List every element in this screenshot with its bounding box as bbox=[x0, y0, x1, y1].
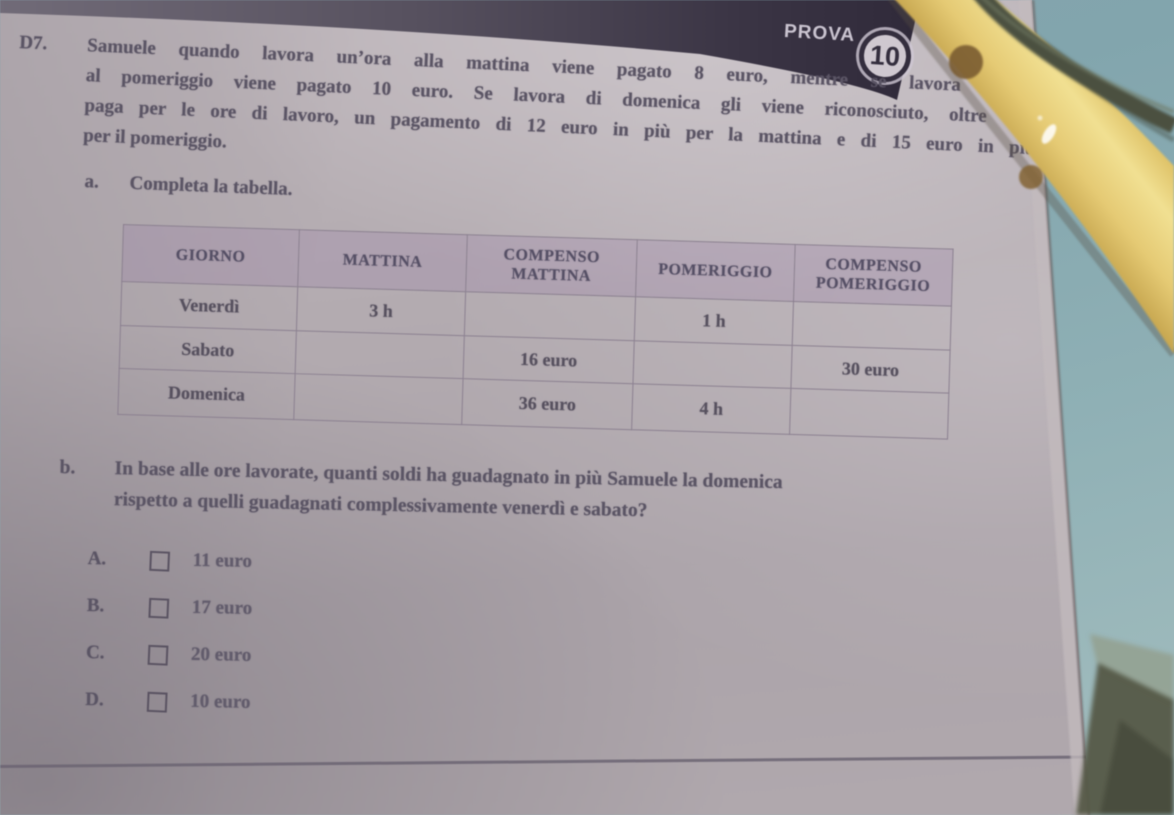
answer-options: A. 11 euro B. 17 euro C. 20 euro D. 10 e… bbox=[85, 540, 448, 734]
table-cell bbox=[293, 373, 464, 425]
table-cell bbox=[464, 291, 636, 341]
compensation-table-wrap: GIORNO MATTINA COMPENSO MATTINA POMERIGG… bbox=[117, 224, 954, 440]
table-cell bbox=[295, 330, 465, 379]
compensation-table: GIORNO MATTINA COMPENSO MATTINA POMERIGG… bbox=[117, 224, 954, 440]
option-a: A. 11 euro bbox=[87, 540, 448, 593]
table-cell bbox=[792, 301, 952, 351]
table-cell: 16 euro bbox=[463, 335, 635, 384]
option-d: D. 10 euro bbox=[85, 681, 446, 734]
table-header-pomeriggio: POMERIGGIO bbox=[635, 239, 796, 302]
option-a-checkbox[interactable] bbox=[149, 550, 171, 572]
option-d-checkbox[interactable] bbox=[146, 691, 168, 713]
option-c-checkbox[interactable] bbox=[147, 644, 169, 666]
part-b: b. In base alle ore lavorate, quanti sol… bbox=[59, 452, 1060, 535]
table-cell: 4 h bbox=[631, 383, 791, 435]
option-letter: C. bbox=[85, 641, 105, 664]
header-band bbox=[0, 0, 920, 100]
option-letter: B. bbox=[86, 594, 105, 617]
table-cell: Sabato bbox=[119, 325, 297, 374]
corner-object-shadow bbox=[1076, 634, 1174, 815]
table-header-mattina: MATTINA bbox=[297, 229, 468, 292]
option-b: B. 17 euro bbox=[86, 587, 447, 640]
option-letter: A. bbox=[87, 547, 107, 570]
option-value: 17 euro bbox=[191, 596, 253, 619]
table-cell: 36 euro bbox=[461, 378, 633, 430]
option-letter: D. bbox=[85, 688, 104, 711]
table-header-giorno: GIORNO bbox=[121, 224, 300, 287]
table-cell: Venerdì bbox=[120, 281, 298, 331]
option-b-checkbox[interactable] bbox=[148, 597, 170, 619]
bottom-horizontal-rule bbox=[0, 755, 1090, 768]
option-value: 20 euro bbox=[190, 643, 252, 666]
option-value: 11 euro bbox=[192, 549, 253, 572]
table-cell: Domenica bbox=[117, 368, 296, 420]
prova-label: PROVA bbox=[783, 20, 856, 47]
table-cell: 3 h bbox=[296, 286, 466, 336]
table-cell: 1 h bbox=[634, 296, 794, 346]
option-value: 10 euro bbox=[190, 690, 251, 713]
option-c: C. 20 euro bbox=[86, 634, 447, 687]
table-cell bbox=[632, 340, 793, 389]
part-b-text: In base alle ore lavorate, quanti soldi … bbox=[114, 453, 783, 529]
part-a-label: a. bbox=[84, 171, 100, 193]
part-a-text: Completa la tabella. bbox=[129, 172, 293, 200]
table-header-compenso-mattina: COMPENSO MATTINA bbox=[465, 234, 638, 297]
part-a: a. Completa la tabella. bbox=[84, 171, 293, 201]
table-cell bbox=[789, 388, 949, 440]
part-b-label: b. bbox=[59, 456, 76, 479]
table-cell: 30 euro bbox=[790, 345, 951, 394]
table-header-compenso-pomeriggio: COMPENSO POMERIGGIO bbox=[793, 244, 954, 307]
problem-number: D7. bbox=[18, 31, 48, 55]
